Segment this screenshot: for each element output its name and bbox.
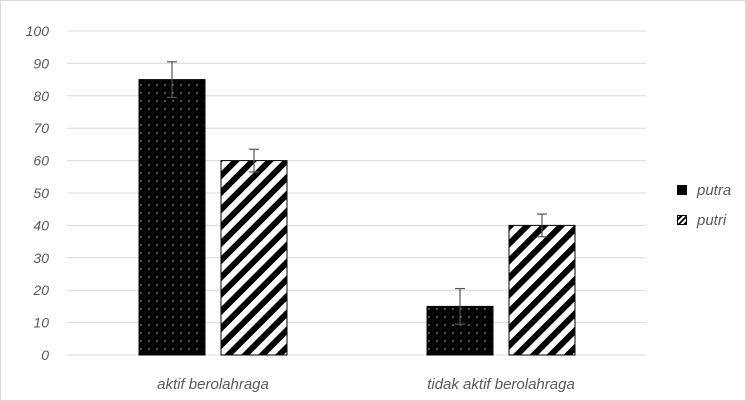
y-tick-label-70: 70 — [33, 120, 49, 136]
legend-item-putri: putri — [677, 209, 731, 231]
y-tick-label-50: 50 — [33, 185, 49, 201]
y-tick-label-30: 30 — [33, 250, 49, 266]
x-tick-label-1: tidak aktif berolahraga — [427, 376, 575, 393]
y-tick-label-80: 80 — [33, 88, 49, 104]
legend-label-putri: putri — [697, 211, 727, 229]
legend-label-putra: putra — [697, 181, 732, 199]
bar-putra-0 — [138, 79, 206, 356]
y-tick-label-20: 20 — [32, 282, 49, 298]
legend: putra putri — [677, 179, 731, 239]
y-tick-label-10: 10 — [33, 315, 49, 331]
legend-swatch-putra — [677, 185, 687, 195]
y-tick-label-40: 40 — [33, 217, 49, 233]
bar-putri-0 — [220, 160, 288, 356]
y-tick-label-100: 100 — [26, 23, 50, 39]
legend-item-putra: putra — [677, 179, 731, 201]
legend-swatch-putri — [677, 215, 687, 225]
y-tick-label-60: 60 — [33, 153, 49, 169]
y-tick-label-0: 0 — [41, 347, 49, 363]
x-tick-label-0: aktif berolahraga — [157, 376, 269, 393]
bar-putri-1 — [508, 224, 576, 356]
y-tick-label-90: 90 — [33, 55, 49, 71]
